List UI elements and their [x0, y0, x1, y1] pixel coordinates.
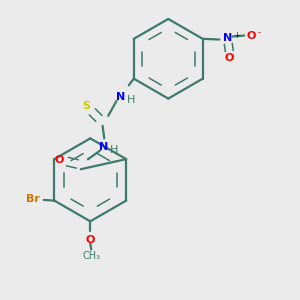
- Text: N: N: [223, 33, 232, 43]
- Text: -: -: [258, 28, 261, 37]
- Text: Br: Br: [26, 194, 40, 204]
- Text: H: H: [127, 95, 135, 105]
- Text: O: O: [225, 53, 234, 63]
- Text: S: S: [82, 101, 90, 111]
- Text: H: H: [110, 145, 119, 155]
- Text: O: O: [54, 155, 64, 165]
- Text: N: N: [116, 92, 125, 102]
- Text: O: O: [85, 235, 95, 244]
- Text: CH₃: CH₃: [82, 251, 100, 261]
- Text: +: +: [233, 31, 240, 40]
- Text: N: N: [99, 142, 109, 152]
- Text: O: O: [246, 31, 256, 40]
